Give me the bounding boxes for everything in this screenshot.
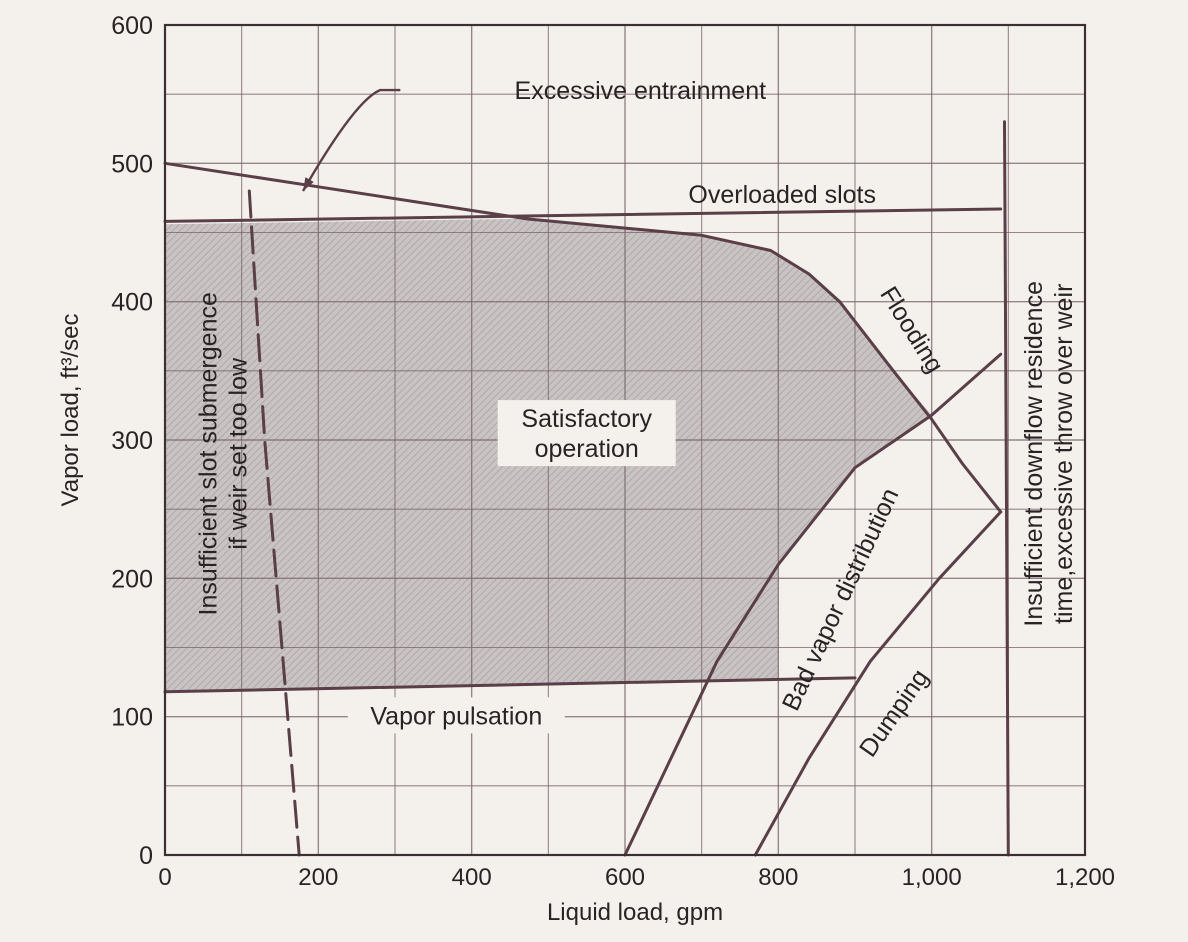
y-tick-label: 500: [111, 150, 153, 178]
series-line: [247, 189, 301, 857]
annotation-text: Insufficient downflow residence: [1020, 281, 1048, 627]
annotation-excessive-entrainment: Excessive entrainment: [515, 77, 767, 105]
series-line: [623, 352, 1003, 857]
y-tick-label: 300: [111, 427, 153, 455]
annotation-dumping: Dumping: [854, 664, 934, 762]
annotation-downflow: Insufficient downflow residence time,exce…: [1020, 281, 1078, 627]
x-tick-label: 1,000: [902, 864, 962, 891]
series-line: [753, 510, 1003, 857]
annotation-text: Excessive entrainment: [515, 77, 767, 105]
annotation-arrowhead: [303, 177, 314, 191]
plot-frame: [163, 23, 1087, 857]
annotation-text: Satisfactory: [521, 405, 652, 433]
x-tick-label: 200: [298, 864, 338, 891]
x-tick-label: 400: [452, 864, 492, 891]
y-tick-label: 0: [139, 842, 153, 870]
annotation-slot-submergence: Insufficient slot submergence if weir set…: [195, 292, 253, 615]
series-layer: [163, 120, 1010, 857]
x-axis-label: Liquid load, gpm: [547, 899, 723, 926]
x-tick-label: 600: [605, 864, 645, 891]
annotation-label-background: [497, 400, 676, 467]
series-line: [163, 676, 857, 694]
x-tick-label: 800: [758, 864, 798, 891]
y-tick-label: 600: [111, 12, 153, 40]
y-tick-label: 200: [111, 565, 153, 593]
series-line: [838, 300, 1003, 514]
annotation-overloaded-slots: Overloaded slots: [688, 181, 876, 209]
annotation-text: Dumping: [854, 664, 934, 762]
annotation-text: operation: [535, 435, 639, 463]
annotation-leader-line: [301, 88, 401, 192]
y-axis-label: Vapor load, ft³/sec: [57, 314, 84, 507]
series-line: [163, 161, 842, 304]
annotation-text: Insufficient slot submergence: [195, 292, 223, 615]
tick-label-layer: 0 200 400 600 800 1,000 1,200 0 100 200 300 400 500 6…: [111, 12, 1115, 891]
x-tick-label: 0: [158, 864, 171, 891]
annotation-text: time,excessive throw over weir: [1050, 284, 1078, 624]
annotation-text: if weir set too low: [225, 357, 253, 550]
y-tick-label: 400: [111, 289, 153, 317]
annotation-label-background: [347, 697, 565, 734]
annotation-text: Overloaded slots: [688, 181, 876, 209]
series-line: [1003, 120, 1010, 857]
y-tick-label: 100: [111, 704, 153, 732]
axes-layer: [163, 23, 1087, 857]
annotation-vapor-pulsation: Vapor pulsation: [347, 697, 565, 734]
annotation-text: Vapor pulsation: [370, 702, 542, 730]
x-tick-label: 1,200: [1055, 864, 1115, 891]
series-line: [163, 207, 1003, 223]
